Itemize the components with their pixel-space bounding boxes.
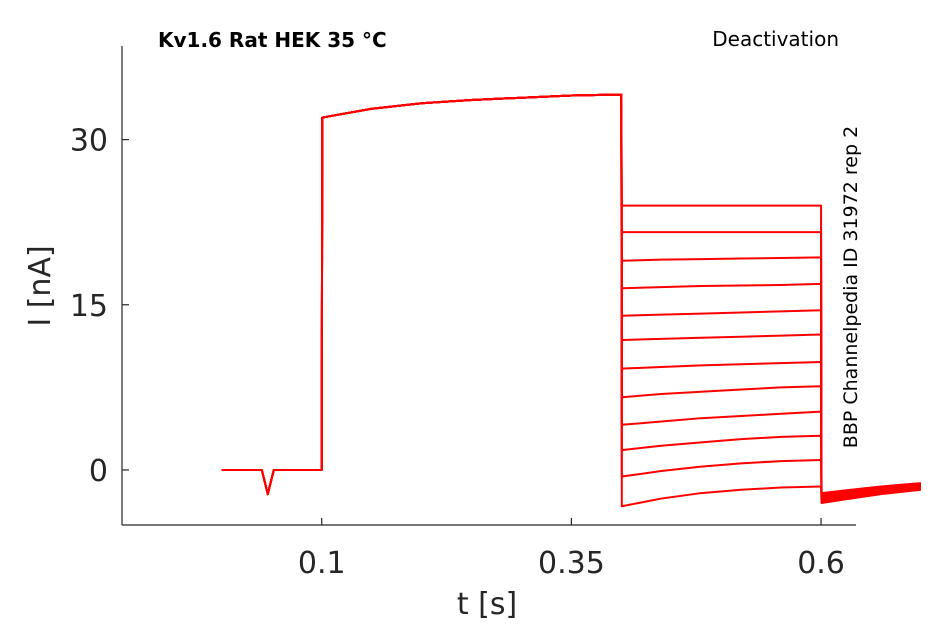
trace-3 [221,93,921,496]
trace-9 [221,93,922,502]
y-tick-label: 15 [70,289,108,324]
trace-10 [221,93,922,503]
x-ticks: 0.1 0.35 0.6 [298,518,845,581]
y-axis-label: I [nA] [23,245,58,326]
trace-11 [221,93,922,504]
trace-12 [221,93,922,508]
trace-1 [221,93,921,496]
y-tick-label: 0 [89,454,108,489]
x-axis-label: t [s] [457,587,517,622]
traces [221,93,922,508]
chart-title: Kv1.6 Rat HEK 35 °C [158,28,387,52]
source-label: BBP Channelpedia ID 31972 rep 2 [840,126,862,448]
trace-8 [221,93,922,501]
x-tick-label: 0.6 [797,546,845,581]
trace-6 [221,93,922,499]
protocol-label: Deactivation [712,27,839,51]
trace-2 [221,93,921,496]
trace-7 [221,93,922,500]
x-tick-label: 0.1 [298,546,346,581]
y-tick-label: 30 [70,124,108,159]
y-ticks: 0 15 30 [70,124,129,489]
x-tick-label: 0.35 [538,546,605,581]
